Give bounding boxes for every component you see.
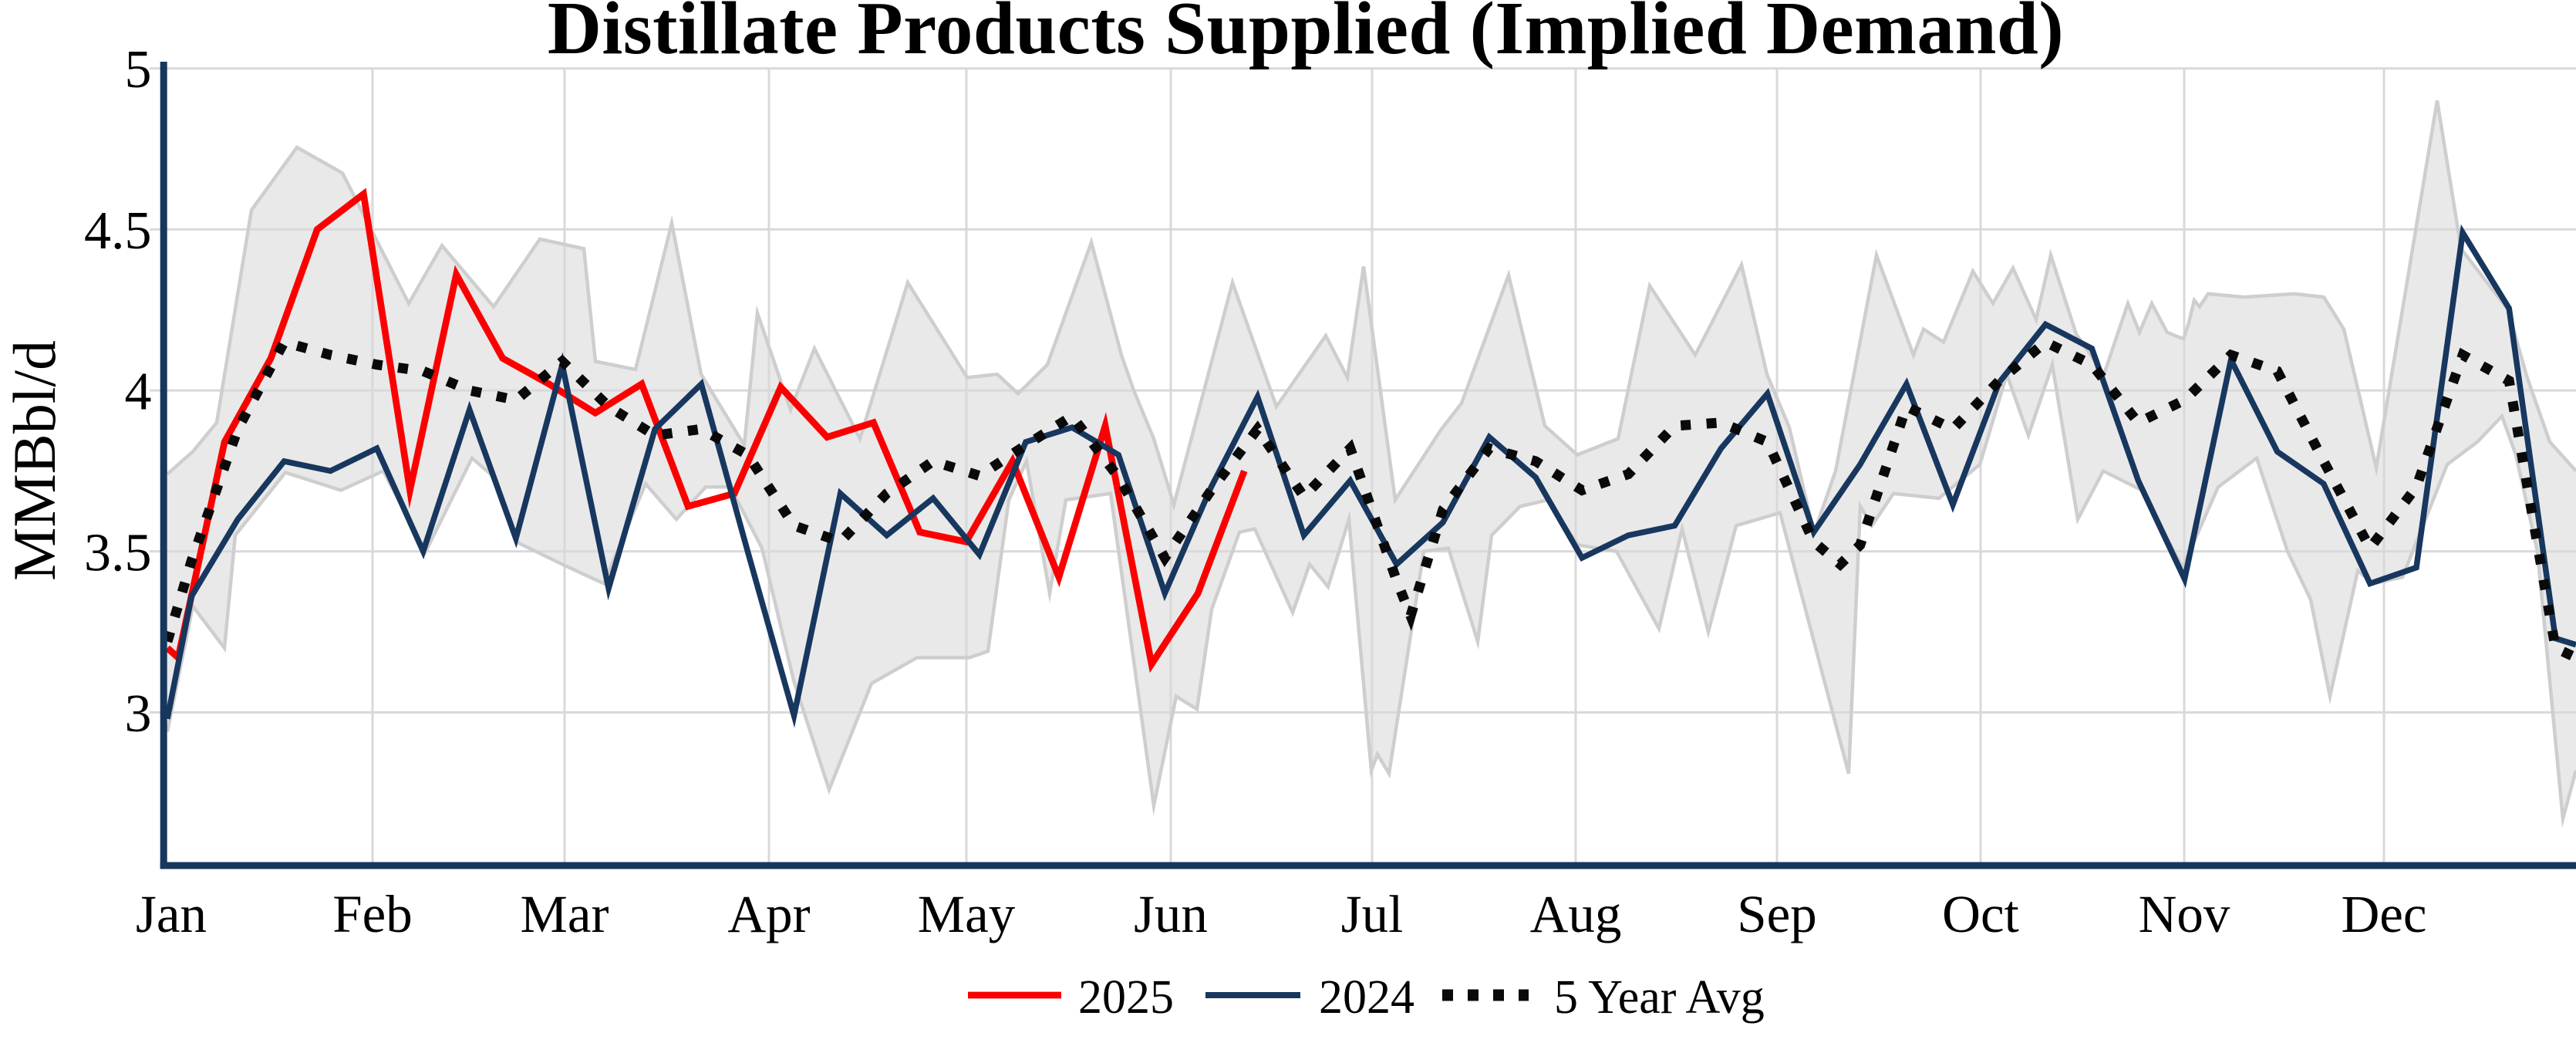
svg-text:Dec: Dec (2341, 885, 2426, 943)
svg-text:Aug: Aug (1530, 885, 1622, 943)
svg-text:3: 3 (125, 684, 152, 744)
svg-text:5: 5 (125, 40, 152, 100)
svg-text:2025: 2025 (1078, 971, 1174, 1024)
svg-text:5 Year Avg: 5 Year Avg (1554, 971, 1765, 1024)
svg-text:2024: 2024 (1319, 971, 1414, 1024)
svg-text:Mar: Mar (521, 885, 609, 943)
svg-text:Oct: Oct (1942, 885, 2019, 943)
svg-text:3.5: 3.5 (84, 523, 152, 582)
svg-text:Sep: Sep (1737, 885, 1817, 943)
svg-text:Nov: Nov (2139, 885, 2230, 943)
svg-text:Jan: Jan (136, 885, 207, 943)
svg-text:4.5: 4.5 (84, 201, 152, 261)
svg-text:4: 4 (125, 363, 152, 422)
svg-text:Distillate Products Supplied (: Distillate Products Supplied (Implied De… (548, 0, 2064, 69)
svg-text:Jul: Jul (1341, 885, 1404, 943)
svg-text:Feb: Feb (332, 885, 413, 943)
svg-text:MMBbl/d: MMBbl/d (1, 340, 68, 581)
svg-text:Apr: Apr (727, 885, 810, 943)
svg-text:Jun: Jun (1134, 885, 1208, 943)
svg-text:May: May (918, 885, 1016, 943)
